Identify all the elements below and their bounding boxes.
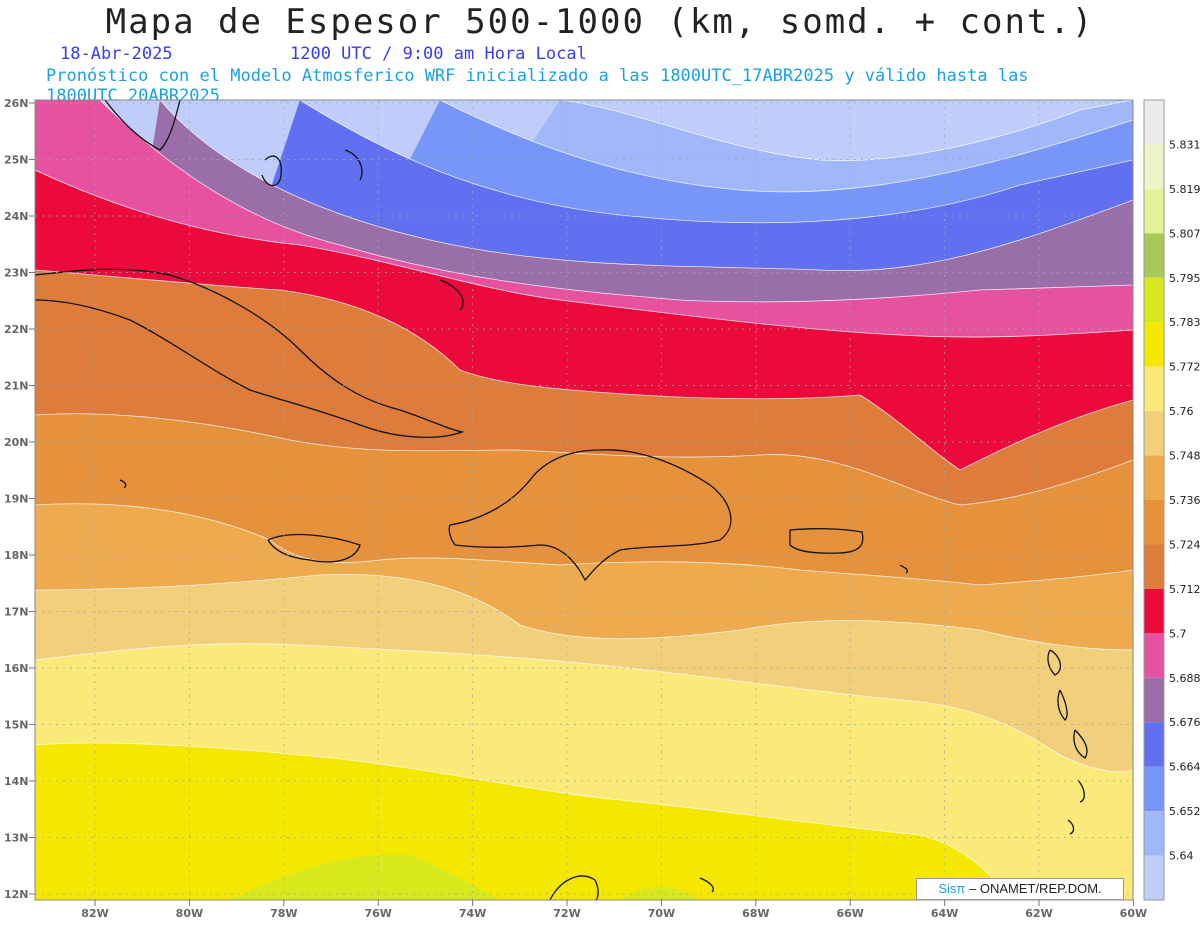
colorbar-label: 5.76 <box>1169 405 1194 418</box>
florida-coast <box>104 100 181 151</box>
jamaica-south <box>119 479 127 489</box>
colorbar-swatch <box>1144 144 1164 189</box>
lon-label: 72W <box>553 907 580 920</box>
colorbar-swatch <box>1144 188 1164 234</box>
bahamas-1 <box>261 155 282 187</box>
lat-label: 21N <box>4 380 29 393</box>
map-area <box>35 100 1133 900</box>
lat-label: 15N <box>4 719 29 732</box>
band-13b <box>620 886 700 900</box>
lat-label: 13N <box>4 832 29 845</box>
lat-label: 12N <box>4 888 29 901</box>
lat-label: 16N <box>4 662 29 675</box>
bahamas-3 <box>439 279 464 311</box>
colorbar: 5.831 5.819 5.807 5.795 5.783 5.772 5.76 5.748 5… <box>1143 99 1200 901</box>
colorbar-swatch <box>1144 100 1164 145</box>
colorbar-swatch <box>1144 500 1164 545</box>
colorbar-swatch <box>1144 855 1164 900</box>
lon-label: 74W <box>459 907 486 920</box>
lat-label: 22N <box>4 323 29 336</box>
lesser-antilles-4 <box>1077 779 1085 803</box>
colorbar-label: 5.736 <box>1169 494 1200 507</box>
virgin-islands <box>899 564 909 574</box>
puerto-rico-coast <box>789 528 864 554</box>
colorbar-label: 5.795 <box>1169 272 1200 285</box>
credit-box: Sisπ – ONAMET/REP.DOM. <box>916 878 1124 900</box>
lon-label: 82W <box>81 907 108 920</box>
colorbar-label: 5.724 <box>1169 538 1200 551</box>
lat-label: 17N <box>4 606 29 619</box>
lon-label: 66W <box>836 907 863 920</box>
contour-lines <box>35 100 1133 900</box>
lon-label: 76W <box>364 907 391 920</box>
colorbar-label: 5.688 <box>1169 672 1200 685</box>
brand-logo: Sisπ <box>938 881 966 896</box>
lon-label: 70W <box>648 907 675 920</box>
colorbar-label: 5.772 <box>1169 361 1200 374</box>
lesser-antilles-1 <box>1047 649 1062 676</box>
lesser-antilles-2 <box>1057 689 1068 721</box>
colorbar-swatch <box>1144 277 1164 323</box>
colorbar-swatch <box>1144 455 1164 500</box>
lon-label: 60W <box>1120 907 1147 920</box>
lat-label: 20N <box>4 436 29 449</box>
gridlines <box>35 100 1134 900</box>
colorbar-swatch <box>1144 766 1164 812</box>
colorbar-label: 5.712 <box>1169 583 1200 596</box>
latitude-labels: 26N 25N 24N 23N 22N 21N 20N 19N 18N 17N 16N 15N 14N 1… <box>4 97 35 901</box>
forecast-date: 18-Abr-2025 <box>60 44 173 64</box>
colorbar-swatch <box>1144 677 1164 723</box>
band-13 <box>230 854 500 900</box>
longitude-labels: 82W 80W 78W 76W 74W 72W 70W 68W 66W 64W 62W 60W <box>81 900 1147 920</box>
bahamas-2 <box>344 149 363 181</box>
colorbar-label: 5.807 <box>1169 227 1200 240</box>
colorbar-label: 5.819 <box>1169 183 1200 196</box>
hispaniola-coast <box>448 449 732 582</box>
lon-label: 80W <box>176 907 203 920</box>
forecast-time: 1200 UTC / 9:00 am Hora Local <box>290 44 587 64</box>
colorbar-swatch <box>1144 722 1164 767</box>
colorbar-label: 5.783 <box>1169 316 1200 329</box>
lat-label: 23N <box>4 267 29 280</box>
lesser-antilles-3 <box>1073 729 1088 759</box>
band-12 <box>35 743 1010 900</box>
lesser-antilles-5 <box>1067 819 1075 835</box>
colorbar-label: 5.676 <box>1169 716 1200 729</box>
lat-label: 14N <box>4 775 29 788</box>
colorbar-label: 5.748 <box>1169 450 1200 463</box>
colorbar-swatch <box>1144 811 1164 856</box>
coastlines <box>35 100 1088 900</box>
credit-text: – ONAMET/REP.DOM. <box>968 881 1102 896</box>
lon-label: 64W <box>931 907 958 920</box>
colorbar-label: 5.652 <box>1169 805 1200 818</box>
lon-label: 62W <box>1025 907 1052 920</box>
colorbar-swatch <box>1144 366 1164 412</box>
lat-label: 24N <box>4 210 29 223</box>
lat-label: 25N <box>4 154 29 167</box>
colorbar-label: 5.831 <box>1169 138 1200 151</box>
aruba <box>699 877 714 893</box>
colorbar-label: 5.64 <box>1169 850 1194 863</box>
map-title: Mapa de Espesor 500-1000 (km, somd. + co… <box>105 2 1095 42</box>
colorbar-swatch <box>1144 633 1164 678</box>
lat-label: 26N <box>4 97 29 110</box>
colorbar-swatch <box>1144 544 1164 589</box>
colorbar-swatch <box>1144 411 1164 456</box>
lon-label: 68W <box>742 907 769 920</box>
jamaica-coast <box>267 533 361 563</box>
colorbar-swatch <box>1144 588 1164 634</box>
colorbar-label: 5.7 <box>1169 627 1187 640</box>
colorbar-swatch <box>1144 322 1164 367</box>
colorbar-swatch <box>1144 233 1164 278</box>
lon-label: 78W <box>270 907 297 920</box>
colorbar-label: 5.664 <box>1169 761 1200 774</box>
lat-label: 19N <box>4 493 29 506</box>
cuba-coast <box>35 268 465 438</box>
venezuela-islands <box>549 875 599 900</box>
lat-label: 18N <box>4 549 29 562</box>
